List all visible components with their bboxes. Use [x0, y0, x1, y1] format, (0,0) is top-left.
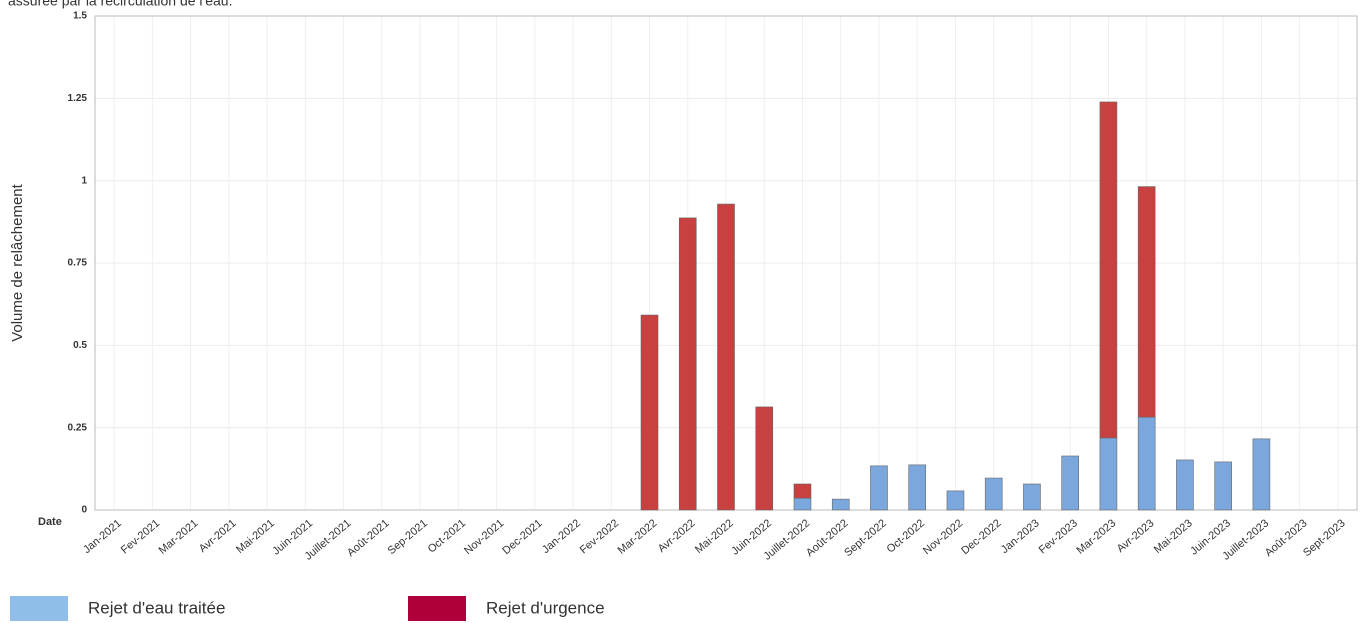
bar — [1099, 101, 1118, 439]
bar — [717, 203, 735, 511]
bar — [984, 477, 1003, 511]
bar — [1023, 483, 1041, 511]
bar — [1252, 438, 1271, 511]
bar — [793, 497, 812, 511]
bar — [793, 483, 812, 499]
x-tick-label: Sept-2023 — [1301, 517, 1348, 559]
x-tick-label: Fev-2022 — [578, 517, 621, 556]
x-tick-label: Dec-2021 — [500, 517, 544, 557]
x-tick-label: Nov-2021 — [462, 517, 506, 557]
x-tick-label: Jan-2023 — [999, 517, 1042, 556]
x-tick-label: Avr-2021 — [197, 517, 239, 555]
x-tick-label: Oct-2021 — [426, 517, 468, 555]
y-tick-label: 0.5 — [73, 340, 87, 351]
x-tick-label: Mar-2021 — [157, 517, 201, 556]
bar — [1214, 461, 1232, 511]
bar — [831, 498, 850, 511]
bar — [1061, 455, 1079, 511]
y-axis-label: Volume de relâchement — [9, 183, 26, 341]
legend-label: Rejet d'urgence — [486, 598, 605, 617]
y-tick-label: 0 — [81, 505, 87, 516]
legend-swatch — [408, 596, 466, 621]
x-tick-label: Mar-2022 — [616, 517, 660, 556]
bar — [640, 314, 659, 511]
x-axis-label: Date — [38, 516, 62, 528]
bar — [1176, 459, 1194, 511]
x-tick-label: Mai-2021 — [234, 517, 277, 556]
y-tick-label: 0.75 — [68, 258, 88, 269]
x-tick-label: Sept-2022 — [842, 517, 889, 559]
x-tick-label: Mai-2022 — [693, 517, 736, 556]
bar — [1137, 186, 1156, 418]
x-tick-label: Fev-2021 — [119, 517, 162, 556]
x-tick-label: Sep-2021 — [386, 517, 430, 557]
x-tick-label: Jan-2021 — [81, 517, 124, 556]
x-tick-label: Dec-2022 — [959, 517, 1003, 557]
bar — [755, 406, 774, 511]
legend-label: Rejet d'eau traitée — [88, 598, 225, 617]
bar — [946, 490, 965, 511]
x-tick-label: Mar-2023 — [1074, 517, 1118, 556]
y-tick-label: 0.25 — [68, 422, 88, 433]
x-tick-label: Avr-2022 — [656, 517, 698, 555]
bar — [908, 464, 927, 511]
bar — [1137, 416, 1156, 511]
x-tick-label: Fev-2023 — [1037, 517, 1080, 556]
legend-swatch — [10, 596, 68, 621]
y-tick-label: 1.25 — [68, 93, 88, 104]
subtitle: assurée par la recirculation de l'eau. — [8, 0, 232, 9]
bar — [678, 217, 697, 511]
y-tick-label: 1 — [81, 175, 87, 186]
bar — [1099, 437, 1118, 511]
bar — [870, 465, 888, 511]
x-tick-label: Août-2021 — [345, 517, 392, 559]
x-tick-label: Nov-2022 — [921, 517, 965, 557]
x-tick-label: Avr-2023 — [1115, 517, 1157, 555]
x-tick-label: Mai-2023 — [1152, 517, 1195, 556]
y-tick-label: 1.5 — [73, 11, 87, 22]
x-tick-label: Oct-2022 — [885, 517, 927, 555]
x-tick-label: Jan-2022 — [540, 517, 583, 556]
